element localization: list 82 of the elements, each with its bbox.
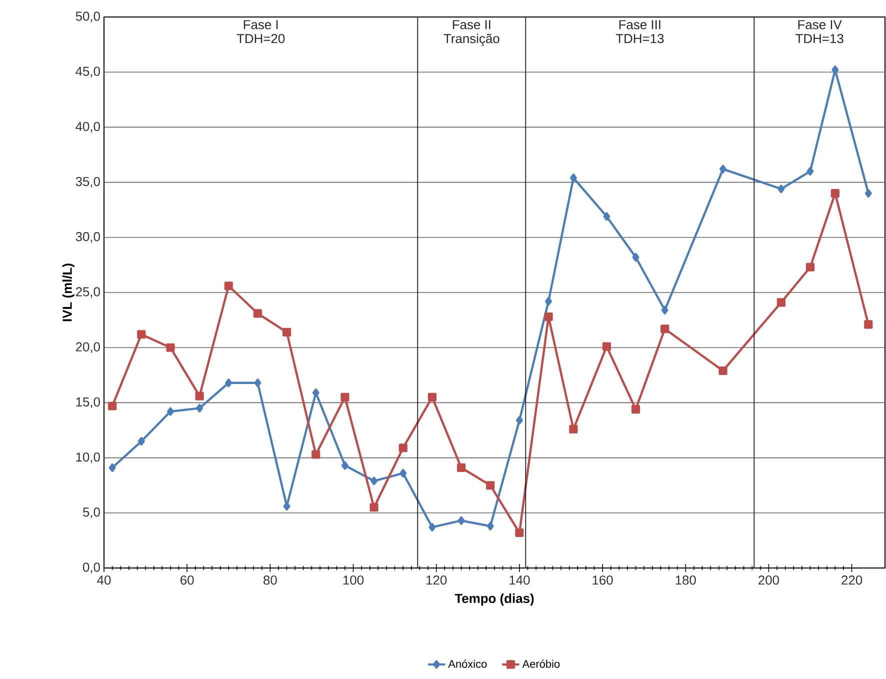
y-tick-label: 50,0	[76, 12, 100, 22]
x-tick-label: 200	[758, 576, 779, 585]
point	[224, 282, 233, 290]
point	[778, 184, 785, 194]
point	[570, 174, 577, 182]
point	[428, 522, 436, 532]
point	[806, 166, 814, 176]
annotation: TDH=13	[796, 34, 844, 44]
point	[864, 189, 872, 198]
annotation: TDH=13	[616, 34, 664, 44]
point	[832, 66, 839, 74]
point	[806, 262, 815, 272]
point	[718, 366, 728, 376]
annotation: Fase I	[244, 20, 278, 30]
point	[428, 392, 436, 402]
point	[370, 503, 378, 512]
point	[486, 481, 495, 490]
point	[400, 468, 407, 478]
x-tick-label: 220	[842, 576, 862, 585]
point	[138, 436, 145, 446]
x-axis-title: Tempo (dias)	[454, 594, 534, 606]
point	[166, 407, 174, 416]
annotation: Fase II	[452, 20, 490, 30]
y-tick-label: 5,0	[82, 508, 100, 518]
point	[137, 330, 146, 339]
point	[458, 516, 465, 525]
y-tick-label: 30,0	[76, 232, 100, 243]
x-tick-label: 180	[676, 576, 696, 585]
point	[515, 528, 524, 538]
y-tick-label: 0,0	[82, 562, 100, 574]
point	[602, 342, 611, 351]
point	[456, 463, 466, 472]
point	[254, 378, 262, 388]
point	[486, 522, 494, 530]
point	[341, 461, 348, 470]
point	[544, 312, 553, 322]
point	[225, 378, 232, 388]
y-tick-label: 40,0	[76, 122, 100, 133]
point	[108, 463, 116, 472]
y-tick-label: 15,0	[76, 397, 100, 408]
point	[166, 343, 175, 352]
point	[196, 404, 204, 412]
x-tick-label: 100	[343, 576, 364, 585]
y-tick-label: 10,0	[76, 452, 100, 464]
x-tick-label: 120	[426, 576, 447, 585]
point	[398, 444, 408, 452]
legend-label: Aeróbio	[522, 660, 560, 668]
point	[830, 189, 840, 198]
x-tick-label: 160	[592, 576, 613, 585]
x-tick-label: 80	[264, 576, 277, 585]
point	[340, 392, 350, 402]
annotation: Transição	[444, 34, 500, 46]
annotation: Fase IV	[798, 20, 842, 30]
legend-label: Anóxico	[448, 660, 487, 668]
point	[720, 164, 726, 174]
point	[108, 402, 117, 410]
annotation: TDH=20	[236, 34, 285, 44]
x-tick-label: 40	[97, 576, 111, 585]
point	[776, 298, 786, 307]
y-tick-label: 35,0	[76, 176, 100, 188]
x-tick-label: 140	[510, 576, 530, 585]
point	[545, 297, 552, 306]
y-tick-label: 25,0	[76, 287, 100, 298]
x-tick-label: 60	[180, 576, 194, 585]
point	[195, 392, 204, 400]
point	[312, 388, 320, 398]
point	[370, 476, 378, 486]
point	[516, 416, 523, 425]
y-tick-label: 45,0	[76, 66, 100, 78]
point	[631, 405, 640, 414]
point	[864, 320, 873, 329]
annotation: Fase III	[619, 20, 660, 30]
y-axis-title: IVL (ml/L)	[62, 264, 74, 322]
point	[660, 324, 670, 334]
point	[569, 424, 578, 434]
point	[603, 212, 610, 221]
point	[312, 450, 320, 459]
point	[661, 306, 668, 314]
point	[282, 328, 292, 336]
point	[253, 309, 262, 318]
y-tick-label: 20,0	[76, 342, 100, 353]
point	[632, 252, 640, 262]
